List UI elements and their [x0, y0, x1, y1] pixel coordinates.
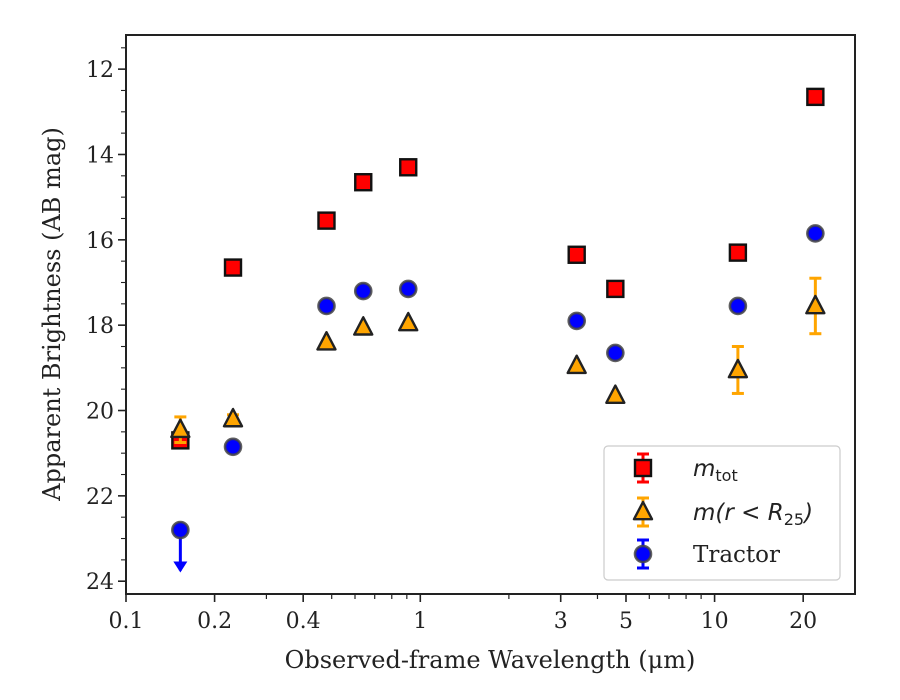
- triangle-marker: [632, 500, 654, 521]
- y-tick-label: 20: [86, 400, 114, 425]
- series-triangle: [170, 276, 826, 445]
- square-marker: [317, 211, 336, 230]
- triangle-marker: [605, 384, 626, 404]
- y-tick-label: 16: [86, 229, 114, 254]
- circle-marker: [398, 279, 418, 299]
- x-tick-label: 0.2: [197, 609, 232, 634]
- triangle-marker: [170, 418, 191, 439]
- circle-marker: [223, 437, 243, 457]
- y-tick-label: 14: [86, 143, 114, 168]
- triangle-marker: [316, 331, 337, 351]
- axis-ticks: 0.1 0.2 0.4 1 3 5 10 20 12 14 16 18 20 22 24: [86, 47, 817, 634]
- triangle-marker: [805, 294, 826, 315]
- circle-marker: [567, 311, 587, 331]
- circle-marker: [728, 296, 748, 316]
- circle-marker: [806, 224, 825, 243]
- square-marker: [354, 173, 373, 192]
- triangle-marker: [222, 407, 244, 428]
- legend-label: mtot: [693, 456, 738, 485]
- circle-marker: [317, 296, 336, 316]
- x-tick-label: 3: [554, 609, 568, 634]
- square-marker: [567, 245, 586, 264]
- legend-label: Tractor: [693, 542, 780, 568]
- y-tick-label: 22: [86, 485, 114, 510]
- y-tick-label: 12: [86, 58, 114, 83]
- square-marker: [633, 458, 653, 478]
- square-marker: [399, 158, 418, 177]
- triangle-marker: [727, 358, 749, 379]
- y-tick-label: 18: [86, 314, 114, 339]
- triangle-marker: [353, 316, 374, 336]
- circle-marker: [633, 544, 653, 564]
- triangle-marker: [566, 354, 587, 375]
- x-tick-label: 5: [619, 609, 633, 634]
- y-tick-label: 24: [86, 570, 114, 595]
- legend-label: m(r < R25): [693, 500, 813, 529]
- upper-limit-arrowhead: [173, 561, 188, 573]
- legend: mtot m(r < R25) Tractor: [603, 445, 841, 581]
- square-marker: [606, 279, 625, 299]
- circle-marker: [606, 343, 625, 363]
- series-square: [171, 87, 825, 450]
- x-tick-label: 20: [789, 609, 817, 634]
- square-marker: [728, 243, 748, 262]
- series-circle: [171, 224, 825, 573]
- circle-marker: [171, 520, 190, 540]
- triangle-marker: [398, 311, 419, 332]
- legend-entry: m(r < R25): [632, 496, 813, 529]
- x-axis-label: Observed-frame Wavelength (μm): [285, 646, 696, 674]
- x-tick-label: 10: [701, 609, 729, 634]
- legend-entry: mtot: [633, 452, 738, 485]
- y-axis-label: Apparent Brightness (AB mag): [38, 127, 66, 502]
- circle-marker: [353, 281, 373, 301]
- plot-frame: [125, 34, 856, 595]
- x-tick-label: 1: [413, 609, 427, 634]
- x-tick-label: 0.4: [286, 609, 321, 634]
- legend-entries: mtot m(r < R25) Tractor: [632, 452, 813, 570]
- square-marker: [806, 87, 825, 107]
- square-marker: [223, 258, 243, 277]
- legend-frame: [603, 445, 841, 581]
- x-tick-label: 0.1: [109, 609, 144, 634]
- legend-entry: Tractor: [633, 538, 780, 570]
- data-marks: [170, 87, 826, 573]
